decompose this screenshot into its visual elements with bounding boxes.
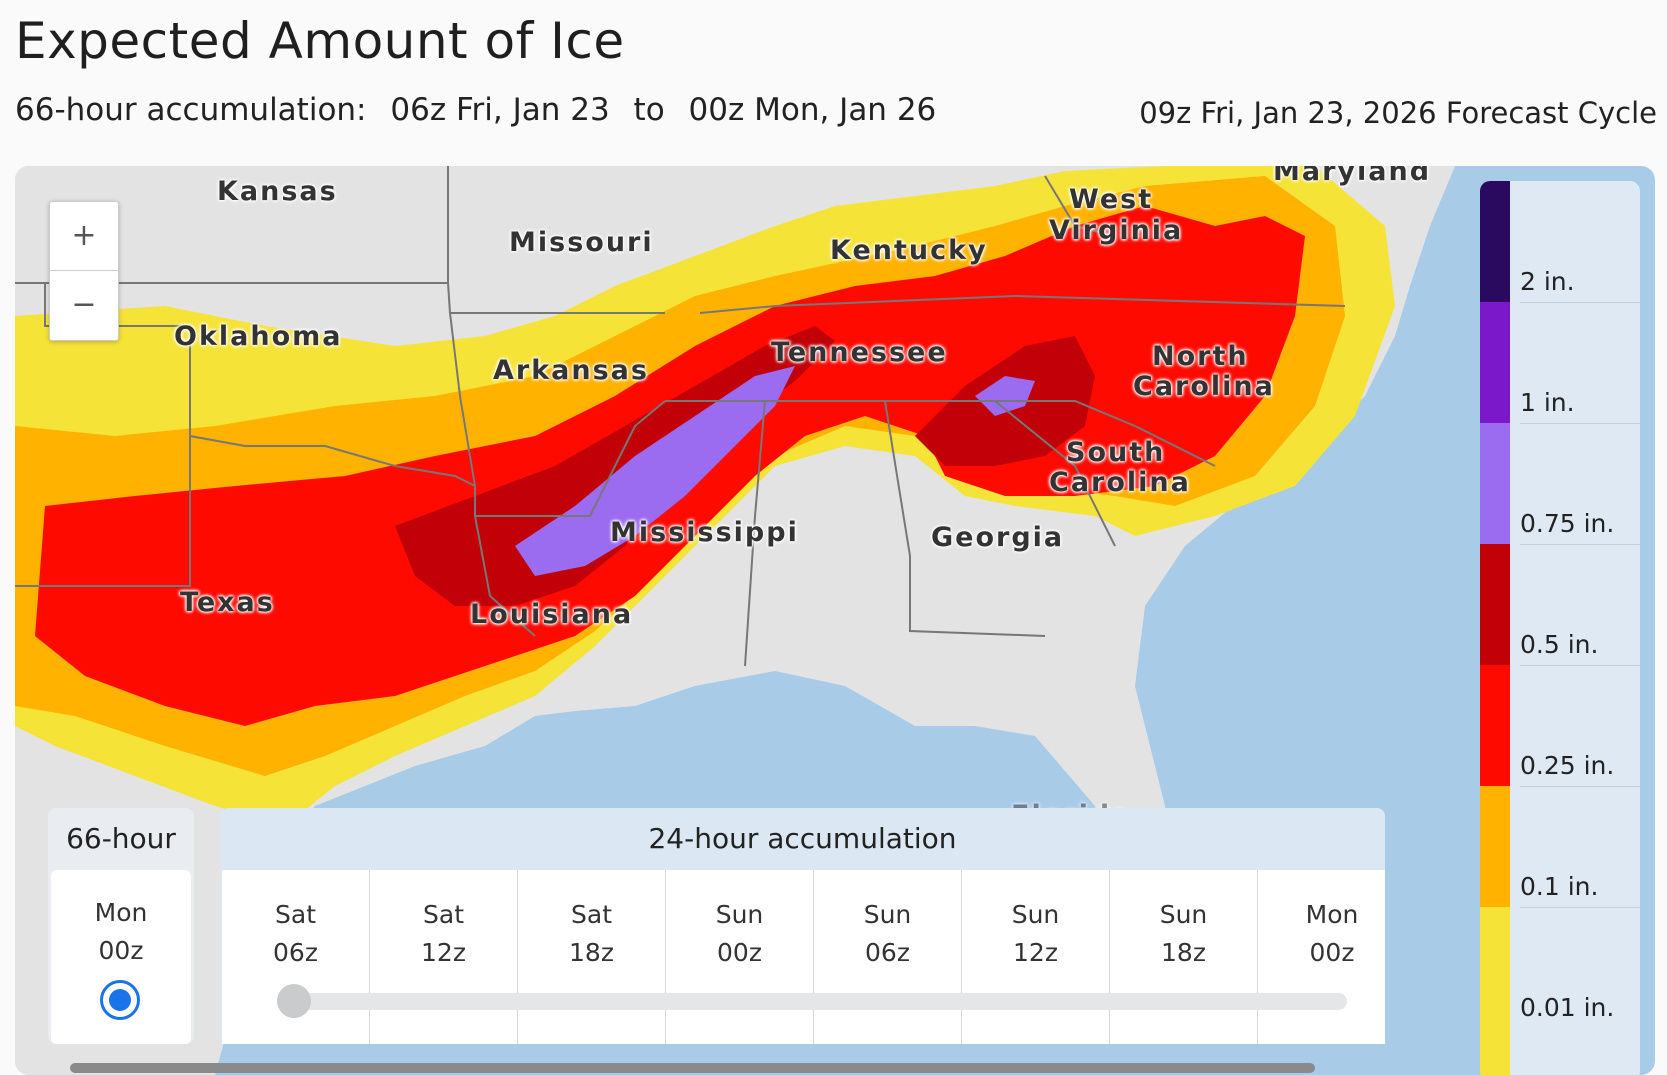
ice-map[interactable]: Kansas Missouri Kentucky West Virginia M… [15, 166, 1655, 1075]
legend-swatch-2in [1480, 181, 1510, 302]
legend-label-05in: 0.5 in. [1520, 537, 1640, 666]
legend-swatch-025in [1480, 665, 1510, 786]
forecast-cycle: 09z Fri, Jan 23, 2026 Forecast Cycle [1139, 96, 1657, 130]
time-slot[interactable]: Sat 12z [370, 870, 518, 1044]
total-header: 66-hour [66, 822, 176, 855]
total-slot[interactable]: Mon 00z [51, 870, 191, 1044]
state-label-kentucky: Kentucky [830, 235, 988, 266]
zoom-out-button[interactable]: − [71, 287, 97, 322]
range-end: 00z Mon, Jan 26 [688, 92, 937, 128]
page-title: Expected Amount of Ice [15, 12, 625, 70]
legend-label-001in: 0.01 in. [1520, 993, 1615, 1022]
time-slot[interactable]: Sun 12z [962, 870, 1110, 1044]
ice-band-075 [515, 366, 1035, 576]
time-slot[interactable]: Sat 06z [222, 870, 370, 1044]
range-start: 06z Fri, Jan 23 [390, 92, 610, 128]
horizontal-scrollbar[interactable] [70, 1063, 1315, 1073]
state-label-south: South [1066, 437, 1166, 468]
time-slots: Sat 06z Sat 12z Sat 18z Sun 00z Sun 06z Sun 12… [222, 870, 1385, 1044]
total-radio-button[interactable] [100, 980, 140, 1020]
state-label-kansas: Kansas [217, 176, 338, 207]
legend-swatch-05in [1480, 544, 1510, 665]
zoom-in-button[interactable]: + [50, 202, 118, 271]
time-slot[interactable]: Sat 18z [518, 870, 666, 1044]
legend-swatch-001in [1480, 907, 1510, 1075]
legend-label-2in: 2 in. [1520, 181, 1640, 303]
time-slider-track[interactable] [277, 993, 1347, 1010]
map-canvas[interactable] [15, 166, 1655, 1075]
state-label-georgia: Georgia [931, 522, 1065, 553]
total-slot-day: Mon [94, 898, 148, 927]
total-slot-time: 00z [98, 936, 144, 965]
time-slider-handle[interactable] [277, 984, 311, 1018]
legend-label-1in: 1 in. [1520, 295, 1640, 424]
total-accumulation-panel: 66-hour Mon 00z [48, 808, 194, 1044]
state-label-texas: Texas [180, 587, 275, 618]
accumulation-range: 66-hour accumulation: 06z Fri, Jan 23 to… [15, 92, 950, 128]
state-label-maryland: Maryland [1273, 166, 1432, 187]
state-label-missouri: Missouri [509, 227, 654, 258]
state-label-mississippi: Mississippi [610, 517, 799, 548]
state-label-tennessee: Tennessee [771, 337, 948, 368]
time-slot[interactable]: Sun 18z [1110, 870, 1258, 1044]
legend-label-01in: 0.1 in. [1520, 779, 1640, 908]
legend-swatch-01in [1480, 786, 1510, 907]
range-prefix: 66-hour accumulation: [15, 92, 367, 128]
zoom-control: + − [49, 201, 119, 341]
state-label-carolina-south: Carolina [1049, 467, 1191, 498]
time-slot[interactable]: Sun 06z [814, 870, 962, 1044]
state-label-arkansas: Arkansas [493, 355, 649, 386]
state-label-louisiana: Louisiana [470, 599, 634, 630]
state-label-virginia: Virginia [1049, 215, 1184, 246]
state-label-carolina-north: Carolina [1133, 371, 1275, 402]
time-slot[interactable]: Sun 00z [666, 870, 814, 1044]
daily-accumulation-panel: 24-hour accumulation Sat 06z Sat 12z Sat 18… [220, 808, 1385, 1044]
legend-swatch-1in [1480, 302, 1510, 423]
range-to: to [633, 92, 665, 128]
legend-swatch-075in [1480, 423, 1510, 544]
legend-label-075in: 0.75 in. [1520, 416, 1640, 545]
time-slot[interactable]: Mon 00z [1305, 900, 1359, 967]
legend: 2 in. 1 in. 0.75 in. 0.5 in. 0.25 in. 0.… [1480, 181, 1640, 1075]
state-label-west: West [1069, 184, 1154, 215]
state-label-north: North [1152, 341, 1249, 372]
accumulation-header: 24-hour accumulation [648, 822, 957, 855]
state-label-oklahoma: Oklahoma [174, 321, 343, 352]
legend-label-025in: 0.25 in. [1520, 658, 1640, 787]
